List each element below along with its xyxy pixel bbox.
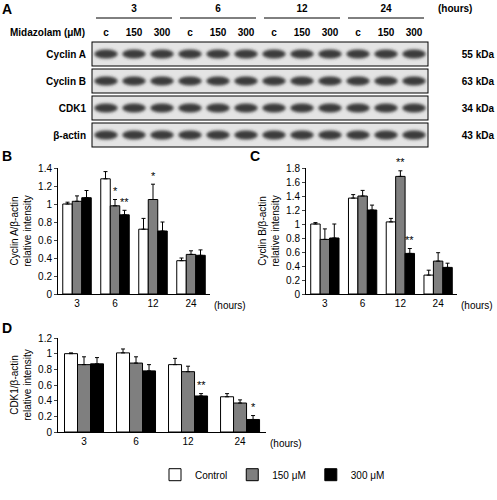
svg-text:Midazolam (μM): Midazolam (μM) xyxy=(10,27,85,38)
svg-text:0.6: 0.6 xyxy=(38,380,52,391)
svg-text:**: ** xyxy=(405,234,414,246)
svg-text:*: * xyxy=(251,401,256,413)
svg-text:1.2: 1.2 xyxy=(38,181,52,192)
svg-text:Cyclin A/β-actinrelative inten: Cyclin A/β-actinrelative intensity xyxy=(9,195,33,267)
svg-text:1: 1 xyxy=(46,199,52,210)
svg-text:55 kDa: 55 kDa xyxy=(462,49,495,60)
svg-text:6: 6 xyxy=(133,436,139,447)
svg-text:6: 6 xyxy=(112,298,118,309)
svg-text:1: 1 xyxy=(294,219,300,230)
svg-text:300: 300 xyxy=(406,27,423,38)
svg-text:0.2: 0.2 xyxy=(38,271,52,282)
svg-text:1.8: 1.8 xyxy=(286,163,300,174)
svg-text:0.8: 0.8 xyxy=(38,364,52,375)
svg-text:c: c xyxy=(187,27,193,38)
svg-text:150: 150 xyxy=(210,27,227,38)
svg-text:c: c xyxy=(355,27,361,38)
svg-text:24: 24 xyxy=(380,3,392,14)
svg-text:**: ** xyxy=(396,156,405,168)
svg-text:24: 24 xyxy=(234,436,246,447)
svg-text:1.4: 1.4 xyxy=(38,163,52,174)
svg-text:43 kDa: 43 kDa xyxy=(462,130,495,141)
svg-text:24: 24 xyxy=(185,298,197,309)
svg-text:0.2: 0.2 xyxy=(286,275,300,286)
svg-text:0.4: 0.4 xyxy=(38,395,52,406)
svg-text:300: 300 xyxy=(322,27,339,38)
svg-text:150: 150 xyxy=(126,27,143,38)
svg-text:*: * xyxy=(151,170,156,182)
svg-text:1.6: 1.6 xyxy=(286,177,300,188)
svg-text:1.2: 1.2 xyxy=(38,333,52,344)
svg-text:150: 150 xyxy=(294,27,311,38)
svg-text:150 μM: 150 μM xyxy=(272,470,306,481)
svg-text:*: * xyxy=(113,185,118,197)
svg-text:0: 0 xyxy=(294,289,300,300)
svg-text:0.2: 0.2 xyxy=(38,411,52,422)
svg-text:(hours): (hours) xyxy=(270,438,302,449)
svg-text:0: 0 xyxy=(46,427,52,438)
svg-text:6: 6 xyxy=(215,3,221,14)
svg-text:β-actin: β-actin xyxy=(53,130,86,141)
svg-text:**: ** xyxy=(120,196,129,208)
svg-text:3: 3 xyxy=(74,298,80,309)
svg-text:(hours): (hours) xyxy=(438,3,472,14)
svg-text:0.4: 0.4 xyxy=(38,253,52,264)
html-text:D: D xyxy=(2,320,13,336)
svg-text:(hours): (hours) xyxy=(461,300,493,311)
svg-text:Cyclin A: Cyclin A xyxy=(46,49,86,60)
svg-text:Cyclin B/β-actinrelative inten: Cyclin B/β-actinrelative intensity xyxy=(257,195,281,267)
svg-text:c: c xyxy=(271,27,277,38)
svg-text:A: A xyxy=(2,1,12,17)
svg-text:12: 12 xyxy=(147,298,159,309)
svg-text:12: 12 xyxy=(296,3,308,14)
svg-text:Control: Control xyxy=(195,470,227,481)
svg-text:CDK1: CDK1 xyxy=(59,103,87,114)
html-text:B: B xyxy=(2,148,13,164)
svg-text:300 μM: 300 μM xyxy=(351,470,385,481)
svg-text:3: 3 xyxy=(81,436,87,447)
svg-text:0.6: 0.6 xyxy=(38,235,52,246)
svg-text:300: 300 xyxy=(154,27,171,38)
svg-text:24: 24 xyxy=(433,298,445,309)
svg-text:CDK1/β-actinrelative intensity: CDK1/β-actinrelative intensity xyxy=(9,349,33,421)
svg-text:6: 6 xyxy=(360,298,366,309)
svg-text:c: c xyxy=(103,27,109,38)
svg-text:0.8: 0.8 xyxy=(286,233,300,244)
svg-text:3: 3 xyxy=(322,298,328,309)
svg-text:63 kDa: 63 kDa xyxy=(462,76,495,87)
html-text:C: C xyxy=(250,148,261,164)
svg-text:(hours): (hours) xyxy=(214,300,246,311)
svg-text:34 kDa: 34 kDa xyxy=(462,103,495,114)
svg-text:0.4: 0.4 xyxy=(286,261,300,272)
svg-text:0.6: 0.6 xyxy=(286,247,300,258)
svg-text:300: 300 xyxy=(238,27,255,38)
svg-text:1.4: 1.4 xyxy=(286,191,300,202)
svg-text:150: 150 xyxy=(378,27,395,38)
svg-text:1.2: 1.2 xyxy=(286,205,300,216)
svg-text:Cyclin B: Cyclin B xyxy=(46,76,86,87)
svg-text:0: 0 xyxy=(46,289,52,300)
svg-text:12: 12 xyxy=(182,436,194,447)
svg-text:3: 3 xyxy=(131,3,137,14)
svg-text:0.8: 0.8 xyxy=(38,217,52,228)
svg-text:**: ** xyxy=(197,379,206,391)
svg-text:12: 12 xyxy=(395,298,407,309)
svg-text:1: 1 xyxy=(46,348,52,359)
